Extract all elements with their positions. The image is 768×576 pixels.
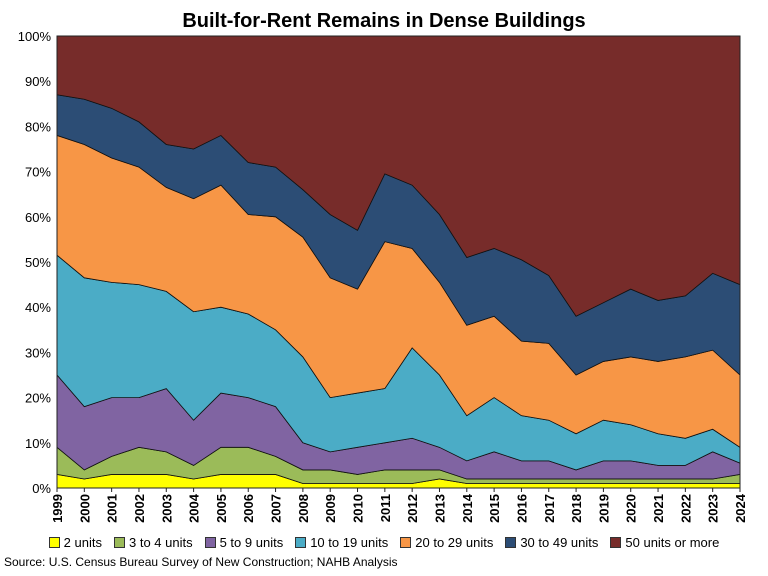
x-tick-label: 2002 xyxy=(132,494,147,523)
legend-swatch xyxy=(610,537,622,548)
x-tick-label: 2015 xyxy=(487,494,502,523)
y-tick-label: 90% xyxy=(25,74,51,89)
x-tick-label: 2006 xyxy=(241,494,256,523)
legend-label: 10 to 19 units xyxy=(310,535,389,550)
y-tick-label: 0% xyxy=(32,481,51,496)
y-tick-label: 10% xyxy=(25,436,51,451)
x-tick-label: 2016 xyxy=(514,494,529,523)
y-tick-label: 40% xyxy=(25,300,51,315)
x-tick-label: 2012 xyxy=(405,494,420,523)
x-tick-label: 2021 xyxy=(651,494,666,523)
x-tick-label: 2008 xyxy=(296,494,311,523)
legend-label: 3 to 4 units xyxy=(128,535,193,550)
legend-item: 3 to 4 units xyxy=(113,535,193,550)
y-tick-label: 100% xyxy=(18,29,52,44)
legend-label: 50 units or more xyxy=(625,535,720,550)
legend-item: 5 to 9 units xyxy=(204,535,284,550)
x-tick-label: 2011 xyxy=(378,494,393,522)
legend-swatch xyxy=(295,537,307,548)
y-tick-label: 80% xyxy=(25,119,51,134)
y-tick-label: 50% xyxy=(25,255,51,270)
x-tick-label: 2010 xyxy=(351,494,366,523)
x-tick-label: 2001 xyxy=(105,494,120,523)
plot-border xyxy=(56,35,741,489)
legend-swatch xyxy=(400,537,412,548)
legend-label: 20 to 29 units xyxy=(415,535,494,550)
x-tick-label: 2018 xyxy=(569,494,584,523)
legend-item: 2 units xyxy=(48,535,102,550)
legend-item: 10 to 19 units xyxy=(295,535,388,550)
x-tick-label: 2024 xyxy=(733,493,748,523)
x-tick-label: 2019 xyxy=(596,494,611,523)
x-tick-label: 2017 xyxy=(542,494,557,523)
legend-swatch xyxy=(505,537,517,548)
x-tick-label: 2003 xyxy=(159,494,174,523)
x-tick-label: 2004 xyxy=(187,493,202,523)
legend-label: 5 to 9 units xyxy=(219,535,284,550)
source-note: Source: U.S. Census Bureau Survey of New… xyxy=(4,555,398,569)
x-tick-label: 2000 xyxy=(77,494,92,523)
x-tick-label: 2023 xyxy=(706,494,721,523)
legend-item: 50 units or more xyxy=(610,535,719,550)
x-tick-label: 2009 xyxy=(323,494,338,523)
legend-label: 2 units xyxy=(63,535,102,550)
legend-item: 30 to 49 units xyxy=(505,535,598,550)
legend-swatch xyxy=(48,537,60,548)
y-tick-label: 70% xyxy=(25,165,51,180)
x-tick-label: 2013 xyxy=(432,494,447,523)
x-tick-label: 2005 xyxy=(214,494,229,523)
chart-title: Built-for-Rent Remains in Dense Building… xyxy=(182,10,586,32)
legend-swatch xyxy=(204,537,216,548)
x-tick-label: 2020 xyxy=(624,494,639,523)
legend: 2 units 3 to 4 units 5 to 9 units 10 to 19 … xyxy=(0,535,768,550)
x-tick-label: 2014 xyxy=(460,493,475,523)
legend-item: 20 to 29 units xyxy=(400,535,493,550)
x-tick-label: 1999 xyxy=(50,494,65,523)
legend-label: 30 to 49 units xyxy=(520,535,599,550)
legend-swatch xyxy=(113,537,125,548)
y-tick-label: 30% xyxy=(25,345,51,360)
x-tick-label: 2007 xyxy=(269,494,284,523)
y-tick-label: 60% xyxy=(25,210,51,225)
x-tick-label: 2022 xyxy=(678,494,693,523)
y-tick-label: 20% xyxy=(25,391,51,406)
